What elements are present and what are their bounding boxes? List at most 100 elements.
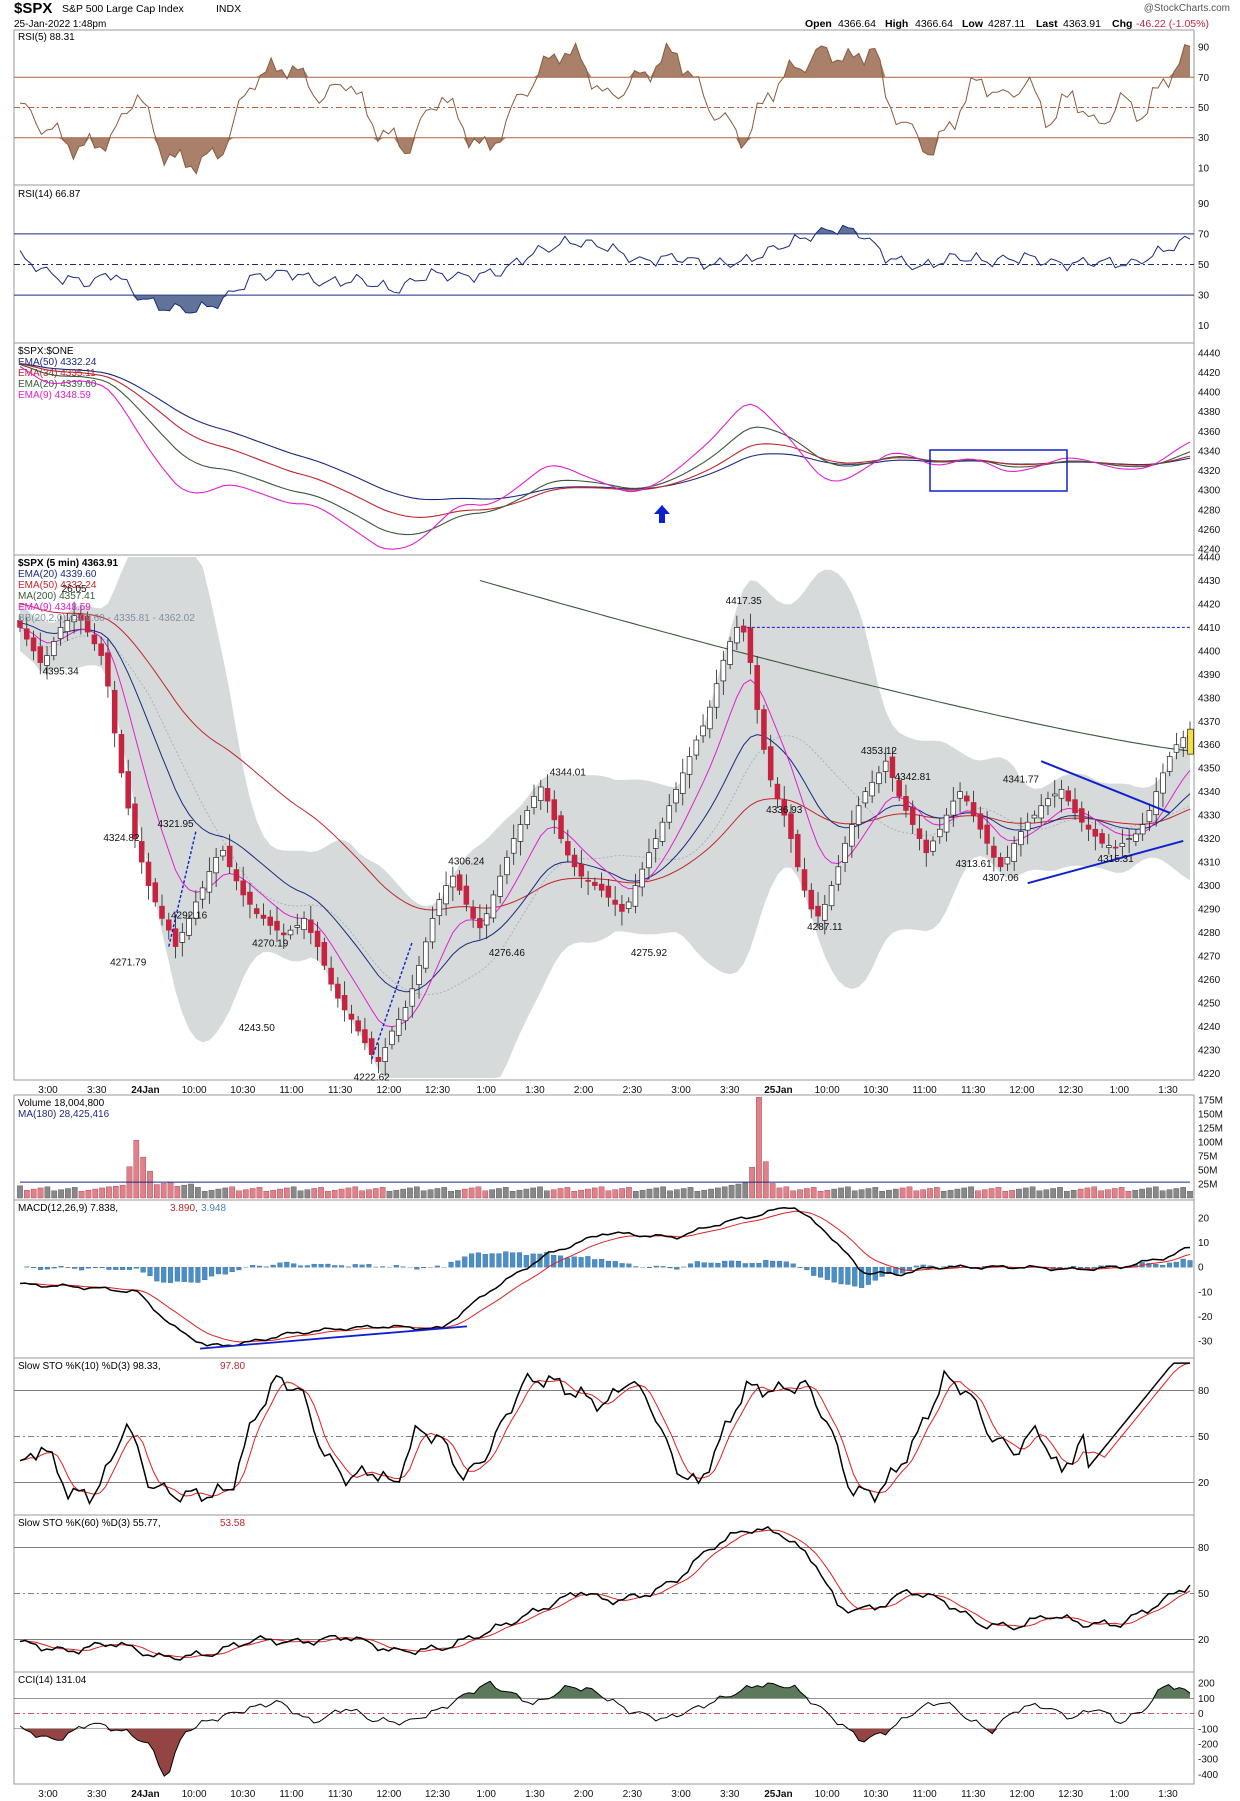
xaxis-top-label-11: 2:00 xyxy=(574,1085,594,1096)
candle xyxy=(362,1029,368,1044)
volume-bar xyxy=(407,1187,413,1199)
candle xyxy=(537,786,544,801)
candle xyxy=(1146,810,1153,823)
last-label: Last xyxy=(1036,18,1058,30)
volume-bar xyxy=(1159,1190,1166,1199)
macd-hist-bar xyxy=(380,1266,386,1268)
candle xyxy=(267,916,274,926)
bollinger-mid xyxy=(19,627,1191,996)
candle xyxy=(598,883,605,891)
volume-bar xyxy=(530,1187,537,1199)
volume-bar xyxy=(673,1189,680,1199)
volume-bar xyxy=(1105,1189,1111,1199)
macd-tick-1: 10 xyxy=(1198,1238,1210,1249)
price-legend-ma200: MA(200) 4357.41 xyxy=(18,591,96,602)
candle xyxy=(822,903,828,921)
macd-hist-value: 3.948 xyxy=(201,1203,226,1214)
cci-oversold-fill xyxy=(20,1728,1190,1777)
candle xyxy=(375,1056,382,1062)
candle xyxy=(233,869,240,882)
volume-tick-5: 50M xyxy=(1198,1166,1217,1177)
candle xyxy=(23,628,30,640)
xaxis-bottom-label-15: 25Jan xyxy=(764,1789,792,1800)
macd-signal-line xyxy=(19,1210,1191,1343)
volume-bar xyxy=(359,1190,365,1199)
volume-bar xyxy=(338,1188,345,1199)
volume-bar xyxy=(824,1189,831,1199)
price-tick-10: 4340 xyxy=(1198,787,1221,798)
macd-hist-bar xyxy=(174,1267,180,1282)
ema-panel: $SPX:$ONE EMA(50) 4332.24 EMA(34) 4335.1… xyxy=(13,342,1221,556)
candle xyxy=(78,613,84,621)
volume-bar xyxy=(899,1187,906,1199)
header-date: 25-Jan-2022 1:48pm xyxy=(14,19,106,30)
candle xyxy=(470,906,476,919)
price-tick-0: 4440 xyxy=(1198,553,1221,564)
volume-bar xyxy=(543,1190,550,1199)
volume-tick-1: 150M xyxy=(1198,1110,1223,1121)
macd-hist-bar xyxy=(612,1261,618,1268)
price-tick-18: 4260 xyxy=(1198,975,1221,986)
ema-tick-4: 4360 xyxy=(1198,427,1221,438)
candle xyxy=(943,814,950,833)
volume-bar xyxy=(1029,1186,1036,1199)
price-annotation-0: 26.05 xyxy=(62,584,87,595)
macd-hist-bar xyxy=(571,1256,577,1268)
volume-bar xyxy=(311,1188,318,1199)
macd-hist-bar xyxy=(605,1260,611,1268)
volume-bar xyxy=(325,1191,331,1199)
volume-bar xyxy=(940,1191,947,1199)
ema-tick-2: 4400 xyxy=(1198,388,1221,399)
price-title: $SPX (5 min) 4363.91 xyxy=(18,558,118,569)
macd-hist-bar xyxy=(708,1262,714,1268)
volume-bar xyxy=(851,1190,858,1199)
volume-bar xyxy=(1077,1188,1084,1199)
macd-hist-bar xyxy=(687,1263,694,1268)
sto10-tick-0: 80 xyxy=(1198,1386,1210,1397)
volume-bar xyxy=(954,1188,961,1199)
macd-hist-bar xyxy=(489,1253,495,1268)
xaxis-bottom-label-14: 3:30 xyxy=(720,1789,740,1800)
candle xyxy=(1139,824,1146,835)
macd-hist-bar xyxy=(421,1267,427,1268)
candle xyxy=(30,637,37,652)
sto10-panel: Slow STO %K(10) %D(3) 98.33, 97.80 80 50 2… xyxy=(13,1357,1210,1516)
header-name: S&P 500 Large Cap Index xyxy=(62,3,185,15)
candle xyxy=(138,841,145,863)
macd-hist-bar xyxy=(913,1265,919,1268)
ema-tick-9: 4260 xyxy=(1198,525,1221,536)
volume-bar xyxy=(393,1189,400,1199)
volume-bar xyxy=(502,1187,509,1199)
volume-bar xyxy=(1091,1186,1098,1199)
volume-tick-2: 125M xyxy=(1198,1124,1223,1135)
macd-hist-bar xyxy=(250,1265,256,1268)
xaxis-top-label-5: 11:00 xyxy=(279,1085,304,1096)
macd-hist-bar xyxy=(167,1267,174,1283)
xaxis-bottom-label-3: 10:00 xyxy=(182,1789,207,1800)
candle xyxy=(727,641,733,665)
price-tick-1: 4430 xyxy=(1198,576,1221,587)
macd-hist-bar xyxy=(1173,1261,1179,1268)
header-exchange: INDX xyxy=(216,3,241,15)
volume-bar xyxy=(1173,1188,1180,1199)
candle xyxy=(1119,842,1126,847)
cci-tick-6: -400 xyxy=(1198,1770,1218,1781)
candle xyxy=(1058,788,1065,799)
price-ema9-line xyxy=(19,626,1191,1028)
low-label: Low xyxy=(962,18,984,30)
macd-hist-bar xyxy=(715,1263,721,1268)
volume-bar xyxy=(981,1189,988,1199)
volume-bar xyxy=(892,1188,899,1199)
macd-hist-bar xyxy=(592,1259,598,1268)
price-annotation-13: 4417.35 xyxy=(726,596,763,607)
volume-bar xyxy=(44,1186,51,1199)
price-legend-ema9: EMA(9) 4348.59 xyxy=(18,602,91,613)
candle xyxy=(740,625,747,633)
candle xyxy=(355,1020,361,1032)
candle xyxy=(977,813,984,830)
candle xyxy=(1099,833,1105,844)
volume-bar xyxy=(420,1190,427,1199)
macd-hist-bar xyxy=(585,1256,591,1268)
macd-hist-bar xyxy=(770,1260,776,1268)
candle xyxy=(781,799,787,816)
